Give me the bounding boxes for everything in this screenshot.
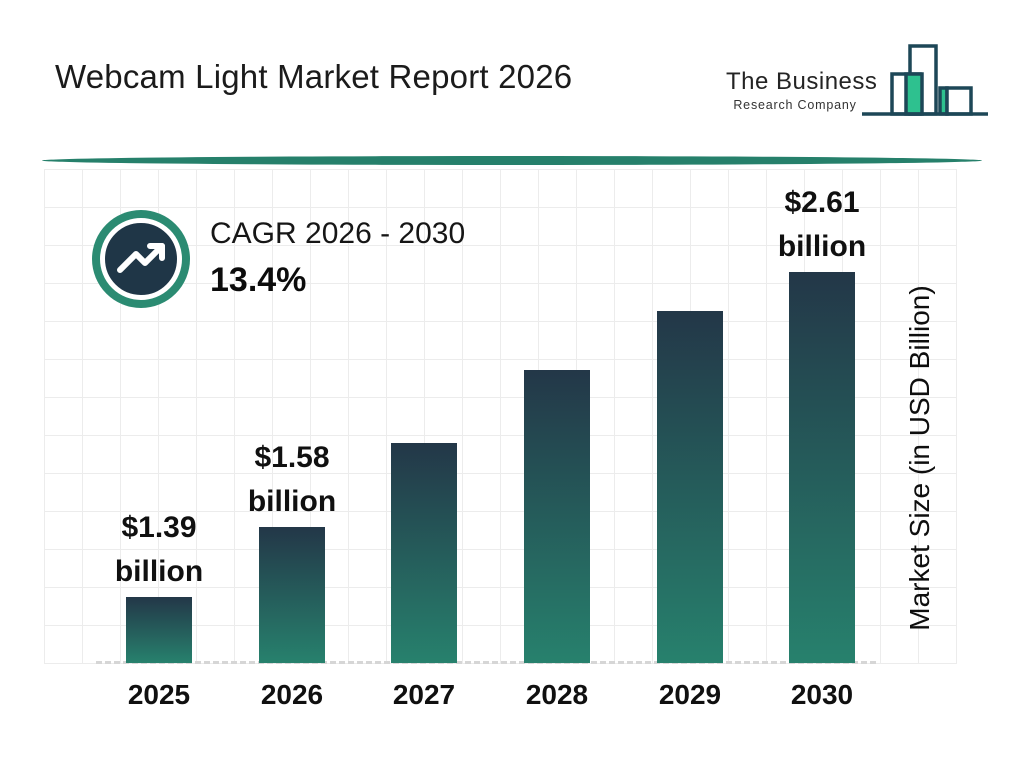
company-logo: The Business Research Company [726, 40, 994, 124]
category-label-2030: 2030 [790, 679, 854, 710]
cagr-value: 13.4% [210, 261, 307, 299]
x-axis-baseline [96, 661, 876, 664]
cagr-period-label: CAGR 2026 - 2030 [210, 217, 466, 250]
category-label-2026: 2026 [260, 679, 324, 710]
category-label-2029: 2029 [658, 679, 722, 710]
bar-2028 [524, 370, 590, 663]
category-label-2028: 2028 [525, 679, 589, 710]
bar-2027 [391, 443, 457, 663]
logo-name-text: The Business [726, 68, 878, 95]
bar-2026 [259, 527, 325, 663]
category-label-2025: 2025 [127, 679, 191, 710]
cagr-badge [100, 218, 182, 300]
bar-2030 [789, 272, 855, 663]
value-label-2030: $2.61 billion [777, 186, 867, 263]
logo-subtitle-text: Research Company [733, 98, 857, 112]
trending-up-icon [117, 243, 165, 273]
bar-2029 [657, 311, 723, 663]
value-label-2026: $1.58 billion [247, 441, 337, 518]
y-axis-label: Market Size (in USD Billion) [904, 285, 935, 631]
page-title: Webcam Light Market Report 2026 [55, 58, 573, 95]
divider-lens [42, 156, 982, 165]
category-label-2027: 2027 [392, 679, 456, 710]
bar-chart-logo-icon [862, 44, 988, 116]
bar-2025 [126, 597, 192, 663]
value-label-2025: $1.39 billion [114, 511, 204, 588]
